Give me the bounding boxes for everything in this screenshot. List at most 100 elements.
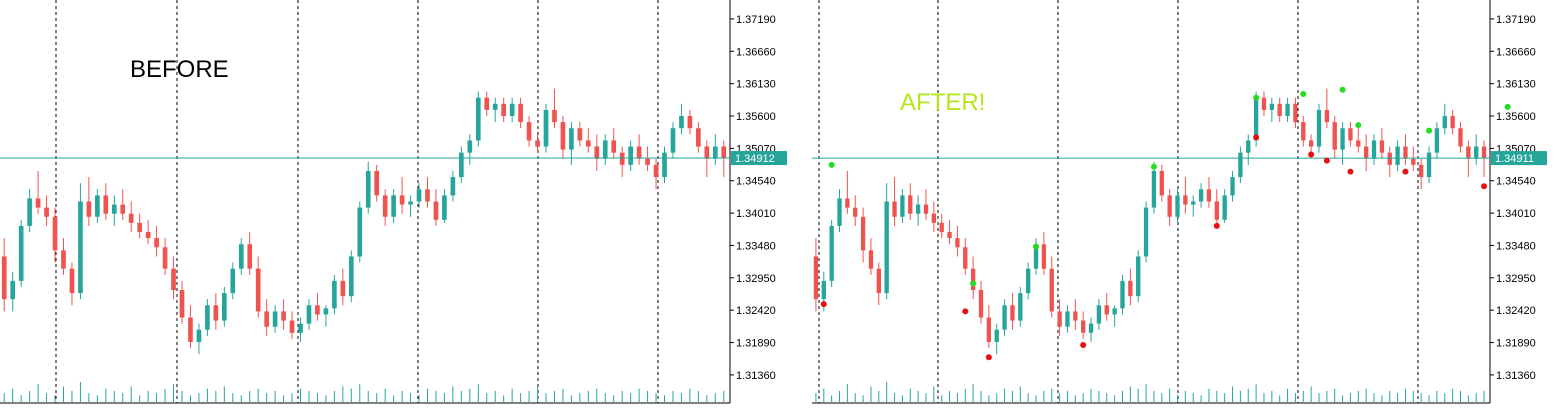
candle-body xyxy=(128,213,134,223)
candle-body xyxy=(868,250,874,269)
candle-body xyxy=(1175,195,1180,217)
candle-body xyxy=(1253,97,1259,141)
candle-body xyxy=(1167,195,1172,217)
candle-body xyxy=(391,195,396,217)
candle-body xyxy=(1183,195,1188,205)
price-tick-label: 1.32950 xyxy=(736,273,776,285)
candle-body xyxy=(1,256,7,300)
price-tick-label: 1.31890 xyxy=(736,338,776,350)
swing-low-marker xyxy=(820,301,827,308)
candle-body xyxy=(69,268,75,294)
candle-body xyxy=(44,207,49,217)
candle-body xyxy=(492,103,498,110)
candle-body xyxy=(289,320,295,333)
candle-body xyxy=(947,232,952,239)
candle-body xyxy=(1151,170,1157,208)
candle-body xyxy=(721,146,727,159)
candle-body xyxy=(1214,201,1219,220)
candle-body xyxy=(970,268,976,291)
candle-body xyxy=(416,189,422,202)
candle-body xyxy=(1466,146,1471,159)
candle-body xyxy=(179,290,185,318)
candle-body xyxy=(357,207,363,257)
candle-body xyxy=(433,201,439,220)
swing-high-marker xyxy=(1253,94,1260,101)
candle-body xyxy=(602,140,608,159)
swing-high-marker xyxy=(1355,122,1362,129)
candle-body xyxy=(374,170,380,196)
candle-body xyxy=(821,280,826,300)
candle-body xyxy=(939,222,944,233)
after-chart-panel: 1.371901.366601.361301.356001.350701.345… xyxy=(812,0,1547,404)
candle-body xyxy=(145,232,151,239)
candle-body xyxy=(1403,146,1408,159)
candle-body xyxy=(1293,103,1298,123)
candle-body xyxy=(1324,109,1330,123)
candle-body xyxy=(1026,268,1031,294)
price-tick-label: 1.31890 xyxy=(1496,338,1536,350)
price-tick-label: 1.32420 xyxy=(736,305,776,317)
swing-low-marker xyxy=(1323,157,1330,164)
candle-body xyxy=(670,128,676,153)
swing-low-marker xyxy=(1402,168,1409,175)
candle-body xyxy=(1159,170,1164,196)
before-caption: BEFORE xyxy=(130,56,229,83)
after-caption: AFTER! xyxy=(900,89,985,116)
price-tick-label: 1.35600 xyxy=(1496,111,1536,123)
candle-body xyxy=(1364,146,1369,159)
price-tick-label: 1.34540 xyxy=(1496,176,1536,188)
candle-body xyxy=(552,109,557,123)
candle-body xyxy=(35,198,41,208)
candle-body xyxy=(1143,207,1149,257)
candle-body xyxy=(1073,311,1078,321)
swing-low-marker xyxy=(1080,341,1087,348)
candle-body xyxy=(687,116,693,129)
candle-body xyxy=(1112,308,1117,315)
candle-body xyxy=(196,329,202,342)
swing-high-marker xyxy=(1339,86,1346,93)
price-tick-label: 1.34540 xyxy=(736,176,776,188)
candle-body xyxy=(653,164,659,178)
candle-body xyxy=(1332,122,1337,150)
candle-body xyxy=(1002,305,1007,330)
candle-body xyxy=(1120,280,1125,309)
candle-body xyxy=(704,146,710,159)
candle-body xyxy=(1198,189,1204,202)
candle-body xyxy=(662,152,667,178)
candle-body xyxy=(1041,244,1047,269)
candle-body xyxy=(1395,146,1400,165)
swing-high-marker xyxy=(1504,103,1511,110)
candle-body xyxy=(923,204,929,214)
swing-high-marker xyxy=(1300,91,1307,98)
candle-body xyxy=(1426,152,1432,178)
candle-body xyxy=(255,268,261,312)
candle-body xyxy=(1348,128,1353,141)
candle-body xyxy=(900,195,905,217)
candle-body xyxy=(230,268,236,294)
candle-body xyxy=(585,140,591,147)
candle-body xyxy=(306,305,312,324)
candle-body xyxy=(1277,103,1282,117)
candle-body xyxy=(908,195,913,214)
candle-body xyxy=(986,317,992,342)
swing-low-marker xyxy=(962,308,969,315)
candle-body xyxy=(382,195,388,217)
candle-body xyxy=(1222,195,1227,220)
candle-body xyxy=(332,280,337,309)
candle-body xyxy=(1057,311,1062,327)
candle-body xyxy=(628,146,633,165)
candle-body xyxy=(1269,103,1274,110)
candle-body xyxy=(27,198,32,226)
candle-body xyxy=(315,305,320,315)
price-tick-label: 1.31360 xyxy=(736,370,776,382)
candle-body xyxy=(1081,320,1086,333)
candle-body xyxy=(95,195,100,217)
candle-body xyxy=(425,189,430,202)
price-tick-label: 1.36130 xyxy=(1496,79,1536,91)
candle-body xyxy=(137,222,143,233)
swing-low-marker xyxy=(1213,222,1220,229)
candle-body xyxy=(1136,256,1141,297)
candle-body xyxy=(78,201,83,294)
candle-body xyxy=(978,290,984,318)
swing-low-marker xyxy=(1308,151,1315,158)
